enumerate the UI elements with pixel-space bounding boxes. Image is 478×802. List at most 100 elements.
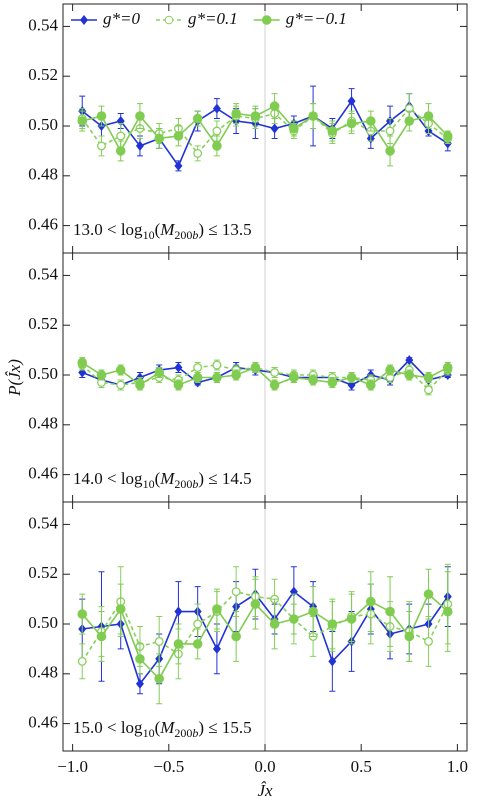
annotation: 13.0 < log10(M200b) ≤ 13.5 [73, 220, 252, 242]
marker-open-circle [193, 363, 203, 372]
annotation: 15.0 < log10(M200b) ≤ 15.5 [73, 718, 252, 740]
marker-circle [327, 619, 338, 629]
marker-open-circle [212, 360, 222, 370]
marker-circle [404, 116, 415, 126]
marker-diamond [347, 96, 356, 107]
y-tick-label: 0.46 [28, 713, 58, 732]
legend-label: g*=0.1 [188, 9, 238, 28]
annotation-part: ) ≤ 13.5 [198, 220, 251, 239]
marker-circle [308, 606, 318, 617]
annotation-part: 13.0 < log [73, 220, 143, 239]
marker-circle [346, 372, 357, 383]
y-tick-label: 0.48 [28, 165, 58, 184]
annotation-part: 200 [174, 726, 192, 740]
marker-open-circle [212, 126, 222, 136]
marker-circle [346, 118, 357, 129]
marker-open-circle [193, 619, 203, 629]
x-tick-label: 1.0 [447, 757, 468, 776]
legend-label: g*=0 [103, 9, 140, 28]
x-tick-label: −0.5 [153, 757, 184, 776]
marker-open-circle [193, 148, 203, 158]
marker-open-circle [116, 131, 126, 141]
marker-circle [404, 631, 415, 642]
y-tick-label: 0.46 [28, 464, 58, 483]
y-tick-label: 0.48 [28, 414, 58, 433]
x-tick-label: −1.0 [57, 757, 88, 776]
marker-circle [212, 372, 222, 383]
marker-diamond [174, 606, 183, 617]
marker-circle [173, 380, 184, 390]
marker-circle [366, 116, 376, 126]
marker-open-circle [231, 587, 241, 597]
x-tick-label: 0.0 [254, 757, 275, 776]
legend-marker [80, 15, 88, 25]
series-group [77, 563, 453, 705]
marker-circle [269, 380, 280, 390]
y-tick-label: 0.52 [28, 65, 58, 84]
legend-marker [261, 15, 272, 25]
marker-circle [346, 614, 357, 624]
x-axis-label: Ĵx [257, 781, 273, 800]
marker-diamond [212, 643, 221, 654]
marker-circle [308, 375, 318, 385]
marker-circle [231, 108, 241, 119]
marker-circle [154, 367, 164, 378]
annotation-part: ) ≤ 14.5 [198, 469, 251, 488]
marker-circle [385, 606, 395, 617]
legend-label: g*=−0.1 [286, 9, 347, 28]
marker-circle [96, 370, 107, 380]
marker-diamond [174, 160, 183, 171]
panel: 0.46 0.48 0.50 0.52 0.54 13.0 < log10(M200b) … [28, 3, 468, 254]
marker-diamond [135, 678, 144, 689]
marker-circle [212, 141, 222, 151]
marker-diamond [135, 140, 144, 151]
marker-circle [115, 365, 126, 375]
marker-circle [423, 372, 434, 383]
marker-circle [96, 111, 107, 121]
series-line [82, 105, 449, 153]
marker-circle [423, 589, 434, 599]
annotation-part: ( [155, 220, 161, 239]
marker-circle [77, 609, 88, 619]
marker-circle [366, 380, 376, 390]
y-tick-label: 0.48 [28, 663, 58, 682]
series-group [77, 85, 453, 172]
marker-circle [77, 116, 88, 126]
panel: 0.46 0.48 0.50 0.52 0.54 14.0 < log10(M200b) … [5, 252, 468, 503]
y-tick-label: 0.50 [28, 364, 58, 383]
marker-open-circle [424, 636, 433, 646]
panel: 0.46 0.48 0.50 0.52 0.54 −1.0 −0.5 0.0 0.5 1.0 15.… [28, 501, 468, 800]
marker-diamond [174, 362, 183, 373]
marker-circle [289, 372, 299, 383]
series-line [82, 590, 449, 686]
marker-circle [173, 131, 184, 141]
marker-circle [135, 654, 145, 664]
marker-circle [250, 111, 261, 121]
marker-diamond [212, 103, 221, 114]
marker-circle [250, 599, 261, 609]
annotation-part: M [159, 220, 175, 239]
annotation-part: ) ≤ 15.5 [198, 718, 251, 737]
marker-circle [173, 639, 184, 649]
marker-circle [442, 606, 453, 617]
annotation-part: b [192, 477, 198, 491]
marker-circle [135, 380, 145, 390]
series-group [77, 355, 453, 396]
legend-marker [164, 15, 174, 25]
y-tick-label: 0.52 [28, 314, 58, 333]
marker-circle [115, 146, 126, 156]
marker-circle [115, 604, 126, 614]
marker-circle [269, 619, 280, 629]
y-tick-label: 0.50 [28, 613, 58, 632]
y-tick-label: 0.52 [28, 563, 58, 582]
annotation-part: ( [155, 718, 161, 737]
marker-open-circle [270, 368, 280, 377]
marker-open-circle [77, 656, 87, 666]
annotation-part: 200 [174, 477, 192, 491]
marker-diamond [405, 355, 414, 366]
marker-circle [269, 101, 280, 111]
marker-circle [366, 596, 376, 607]
marker-circle [250, 362, 261, 373]
y-tick-label: 0.54 [28, 264, 58, 283]
marker-circle [327, 126, 338, 136]
